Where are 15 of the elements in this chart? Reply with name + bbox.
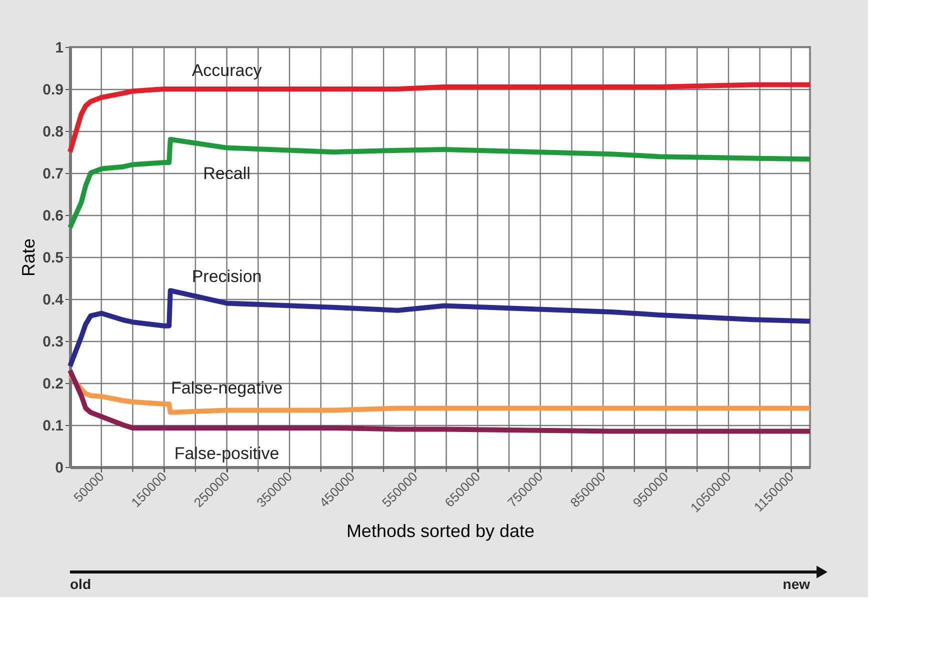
y-tick-label: 0.4 (42, 292, 64, 308)
y-tick-label: 0.3 (42, 334, 64, 350)
y-tick-label: 0.1 (42, 418, 64, 434)
text: old (70, 576, 91, 592)
y-tick-label: 0.9 (42, 82, 64, 98)
y-axis-title: Rate (18, 238, 39, 277)
y-tick-label: 0.2 (42, 376, 64, 392)
text: new (782, 576, 810, 592)
y-tick-label: 0.8 (42, 124, 64, 140)
y-tick-label: 1 (55, 40, 64, 56)
y-tick-label: 0.5 (42, 250, 64, 266)
y-tick-label: 0 (55, 460, 64, 476)
x-axis-title: Methods sorted by date (346, 521, 535, 542)
y-tick-label: 0.6 (42, 208, 64, 224)
y-tick-label: 0.7 (42, 166, 64, 182)
